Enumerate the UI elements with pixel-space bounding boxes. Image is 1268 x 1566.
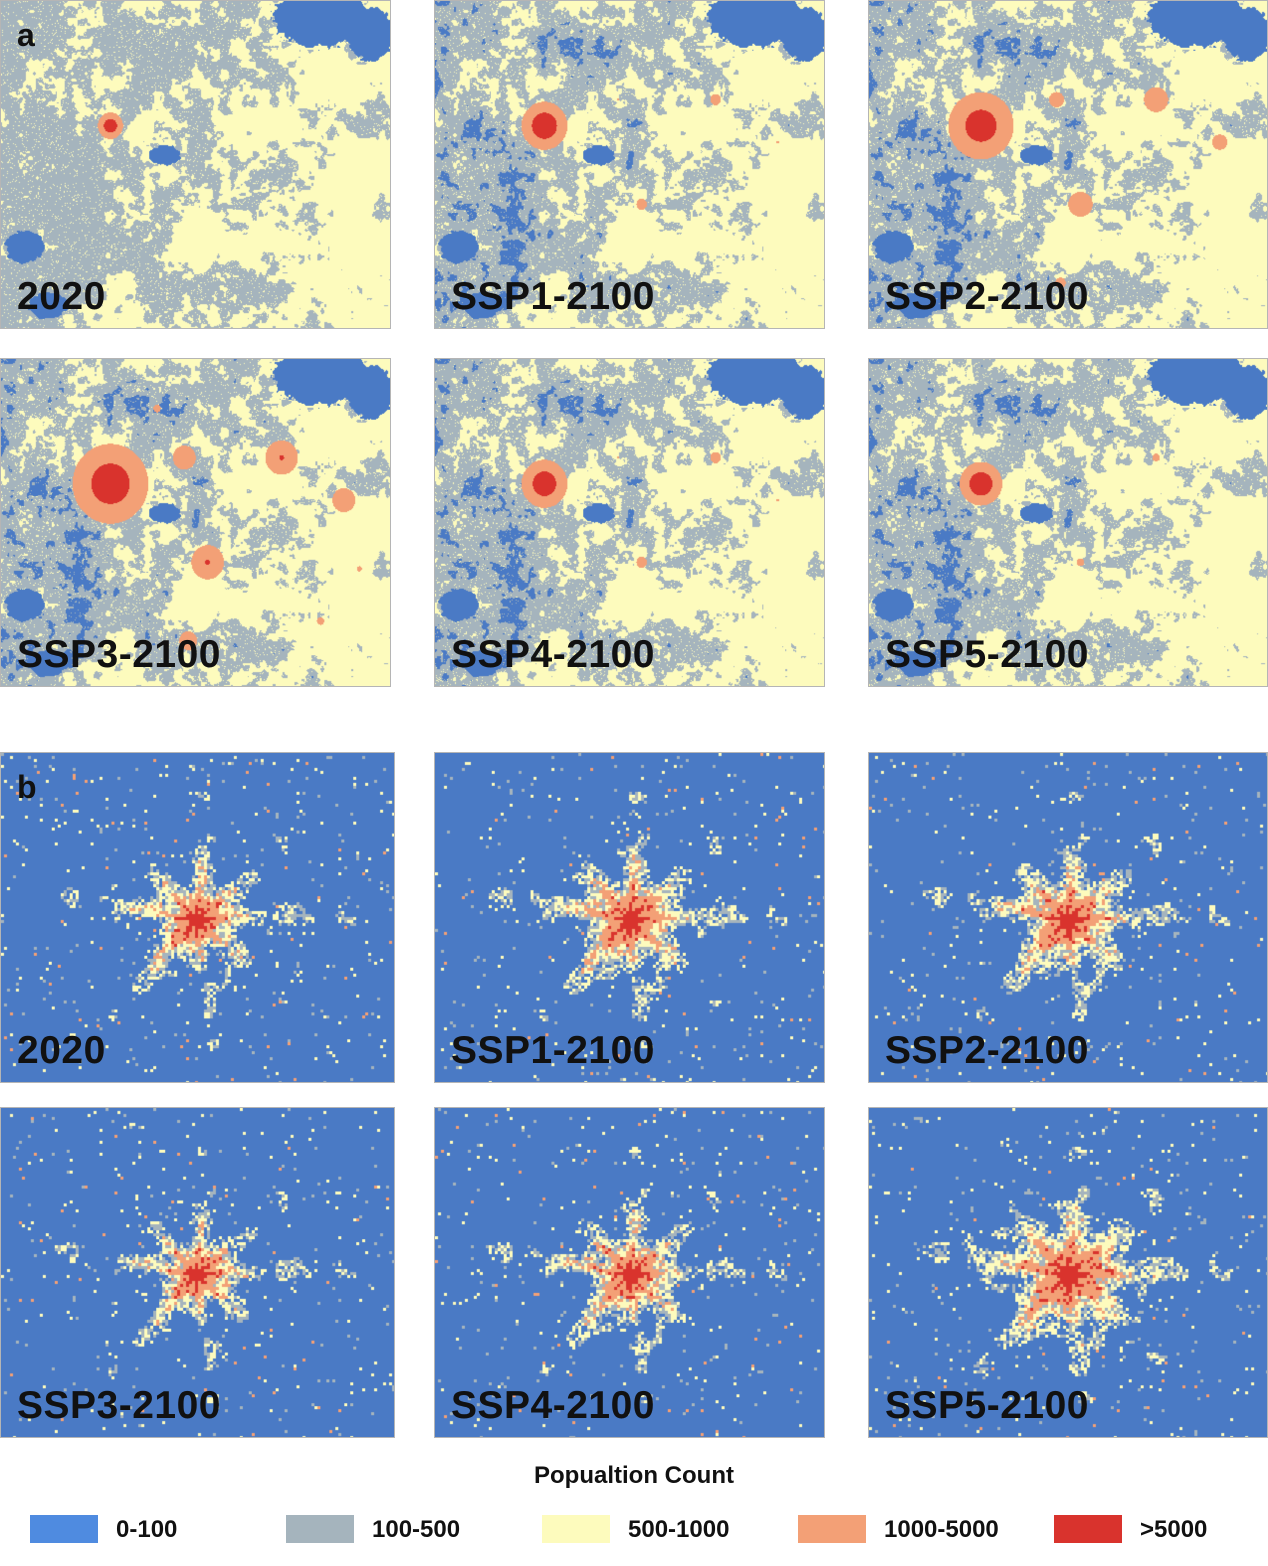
map-a-ssp2	[869, 1, 1267, 328]
legend-swatch	[542, 1515, 610, 1543]
panel-label: SSP5-2100	[885, 1384, 1089, 1427]
map-a-2020	[1, 1, 390, 328]
section-letter-a: a	[17, 17, 35, 53]
map-a-ssp3	[1, 359, 390, 686]
panel-label: 2020	[17, 275, 106, 318]
map-b-2020	[1, 753, 394, 1082]
panel-a-ssp4: SSP4-2100	[434, 358, 825, 687]
panel-label: SSP4-2100	[451, 633, 655, 676]
panel-a-ssp5: SSP5-2100	[868, 358, 1268, 687]
map-b-ssp4	[435, 1108, 824, 1437]
panel-b-ssp5: SSP5-2100	[868, 1107, 1268, 1438]
map-b-ssp5	[869, 1108, 1267, 1437]
panel-a-2020: a 2020	[0, 0, 391, 329]
panel-b-ssp2: SSP2-2100	[868, 752, 1268, 1083]
legend-label: 500-1000	[628, 1516, 730, 1543]
section-letter-b: b	[17, 769, 37, 805]
legend-label: >5000	[1140, 1516, 1208, 1543]
panel-label: SSP4-2100	[451, 1384, 655, 1427]
legend-swatch	[286, 1515, 354, 1543]
panel-label: SSP5-2100	[885, 633, 1089, 676]
legend-label: 1000-5000	[884, 1516, 999, 1543]
panel-a-ssp1: SSP1-2100	[434, 0, 825, 329]
panel-label: SSP3-2100	[17, 633, 221, 676]
panel-b-ssp3: SSP3-2100	[0, 1107, 395, 1438]
panel-label: SSP1-2100	[451, 275, 655, 318]
legend-swatch	[1054, 1515, 1122, 1543]
panel-label: SSP2-2100	[885, 275, 1089, 318]
map-b-ssp1	[435, 753, 824, 1082]
panel-label: SSP3-2100	[17, 1384, 221, 1427]
legend-label: 100-500	[372, 1516, 461, 1543]
legend-title: Popualtion Count	[534, 1462, 734, 1489]
panel-label: SSP2-2100	[885, 1029, 1089, 1072]
panel-b-ssp1: SSP1-2100	[434, 752, 825, 1083]
map-b-ssp3	[1, 1108, 394, 1437]
map-a-ssp1	[435, 1, 824, 328]
map-a-ssp4	[435, 359, 824, 686]
panel-a-ssp2: SSP2-2100	[868, 0, 1268, 329]
panel-a-ssp3: SSP3-2100	[0, 358, 391, 687]
panel-label: SSP1-2100	[451, 1029, 655, 1072]
panel-label: 2020	[17, 1029, 106, 1072]
legend-swatch	[30, 1515, 98, 1543]
map-b-ssp2	[869, 753, 1267, 1082]
panel-b-ssp4: SSP4-2100	[434, 1107, 825, 1438]
legend-swatch	[798, 1515, 866, 1543]
legend-label: 0-100	[116, 1516, 178, 1543]
map-a-ssp5	[869, 359, 1267, 686]
panel-b-2020: b 2020	[0, 752, 395, 1083]
